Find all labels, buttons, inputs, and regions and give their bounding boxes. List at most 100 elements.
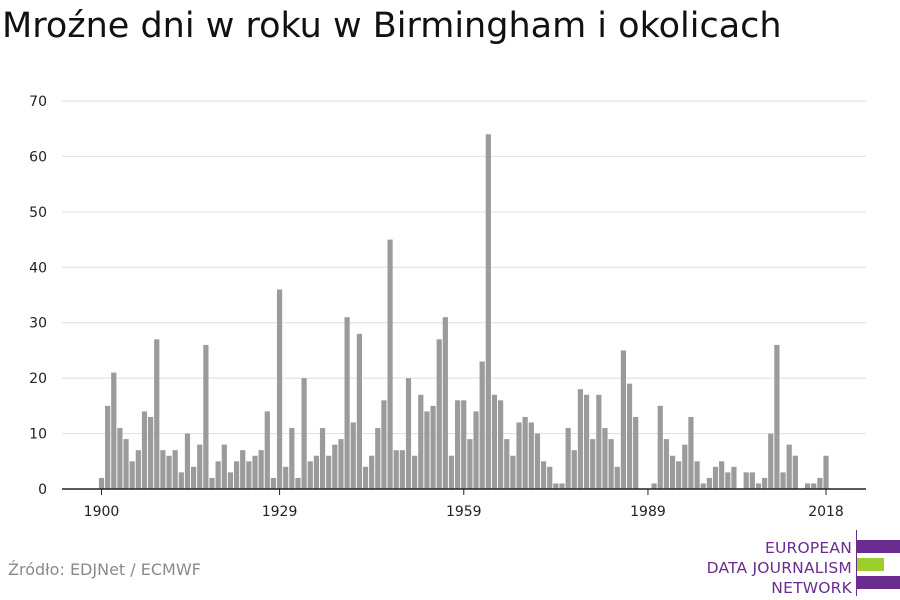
bar-1942: [356, 333, 362, 489]
bar-2007: [755, 483, 762, 489]
bar-1954: [430, 405, 436, 489]
bar-2015: [805, 483, 811, 489]
bar-2001: [719, 461, 725, 489]
bar-1905: [129, 461, 135, 489]
bar-2002: [725, 472, 731, 489]
logo-bar-bottom: [857, 576, 900, 589]
bar-1913: [178, 472, 184, 489]
bar-1964: [491, 394, 498, 489]
y-tick-label: 30: [29, 316, 47, 332]
y-tick-label: 40: [29, 260, 47, 276]
bar-1904: [123, 439, 129, 489]
bar-1991: [657, 405, 663, 489]
y-tick-label: 20: [29, 371, 47, 387]
bar-2018: [823, 455, 829, 489]
y-axis-ticks: 0 10 20 30 40 50 60 70: [29, 94, 47, 498]
bar-1916: [197, 444, 203, 489]
bar-1918: [209, 477, 215, 489]
bar-1967: [510, 455, 516, 489]
y-tick-label: 50: [29, 205, 47, 221]
logo-line-3: NETWORK: [771, 579, 852, 597]
bar-1966: [504, 439, 510, 489]
bar-1959: [461, 400, 467, 489]
bar-1996: [688, 416, 694, 489]
logo-line-1: EUROPEAN: [764, 539, 852, 557]
bar-1934: [307, 461, 313, 489]
grid-lines: [62, 100, 866, 435]
bar-1941: [350, 422, 356, 489]
bar-1961: [473, 411, 479, 489]
bar-1990: [651, 483, 657, 489]
bar-1925: [252, 455, 258, 489]
bar-1993: [669, 455, 676, 489]
logo-bar-middle: [857, 558, 884, 571]
bar-1980: [590, 439, 596, 489]
bar-1933: [301, 378, 307, 489]
edjnet-logo: EUROPEAN DATA JOURNALISM NETWORK: [700, 530, 900, 598]
bar-1923: [240, 450, 246, 489]
bar-1978: [577, 389, 584, 489]
bar-1924: [246, 461, 252, 489]
bar-1973: [547, 466, 553, 489]
bar-2013: [792, 455, 798, 489]
bar-2017: [817, 477, 823, 489]
bar-1960: [467, 439, 473, 489]
logo-line-2: DATA JOURNALISM: [706, 559, 852, 577]
x-tick-label: 1929: [262, 504, 298, 520]
bar-1987: [633, 416, 639, 489]
bar-1944: [369, 455, 375, 489]
bar-1995: [682, 444, 688, 489]
bar-1981: [596, 394, 602, 489]
bar-1951: [412, 455, 418, 489]
bar-1976: [565, 428, 571, 489]
x-axis: 1900 1929 1959 1989 2018: [62, 488, 866, 520]
y-tick-label: 10: [29, 427, 47, 443]
bar-1986: [626, 383, 633, 489]
bar-2012: [786, 444, 792, 489]
bar-1902: [111, 372, 117, 489]
bar-2006: [749, 472, 755, 489]
bar-2000: [712, 466, 719, 489]
bar-1972: [540, 461, 547, 489]
logo-wordmark: EUROPEAN DATA JOURNALISM NETWORK: [707, 538, 852, 598]
bar-1992: [663, 439, 669, 489]
bar-1943: [362, 466, 369, 489]
bar-1999: [706, 477, 712, 489]
logo-divider: [856, 530, 857, 596]
bar-1914: [184, 433, 191, 489]
bar-1948: [393, 450, 399, 489]
bar-1932: [295, 477, 301, 489]
bar-1940: [344, 317, 350, 489]
bar-1947: [387, 239, 393, 489]
bar-1939: [338, 439, 344, 489]
chart-title: Mroźne dni w roku w Birmingham i okolica…: [2, 6, 782, 46]
bar-2005: [743, 472, 749, 489]
bar-1926: [258, 450, 264, 489]
bar-2009: [768, 433, 774, 489]
bar-1928: [270, 477, 277, 489]
bar-1965: [498, 400, 504, 489]
bar-1979: [583, 394, 590, 489]
bar-1911: [166, 455, 172, 489]
bar-1969: [522, 416, 528, 489]
bar-1931: [289, 428, 295, 489]
bar-1938: [332, 444, 338, 489]
bar-2008: [762, 477, 768, 489]
bar-1903: [117, 428, 123, 489]
bar-1962: [479, 361, 485, 489]
bar-2016: [811, 483, 817, 489]
bar-1945: [375, 428, 381, 489]
bar-1917: [203, 344, 209, 489]
bar-1958: [455, 400, 461, 489]
y-tick-label: 60: [29, 149, 47, 165]
bar-1950: [405, 378, 412, 489]
bar-1953: [424, 411, 430, 489]
bars: [98, 134, 829, 489]
bar-1975: [559, 483, 565, 489]
bar-1998: [700, 483, 706, 489]
bar-1927: [264, 411, 270, 489]
bar-1920: [221, 444, 227, 489]
x-tick-label: 2018: [808, 504, 844, 520]
bar-1957: [448, 455, 455, 489]
